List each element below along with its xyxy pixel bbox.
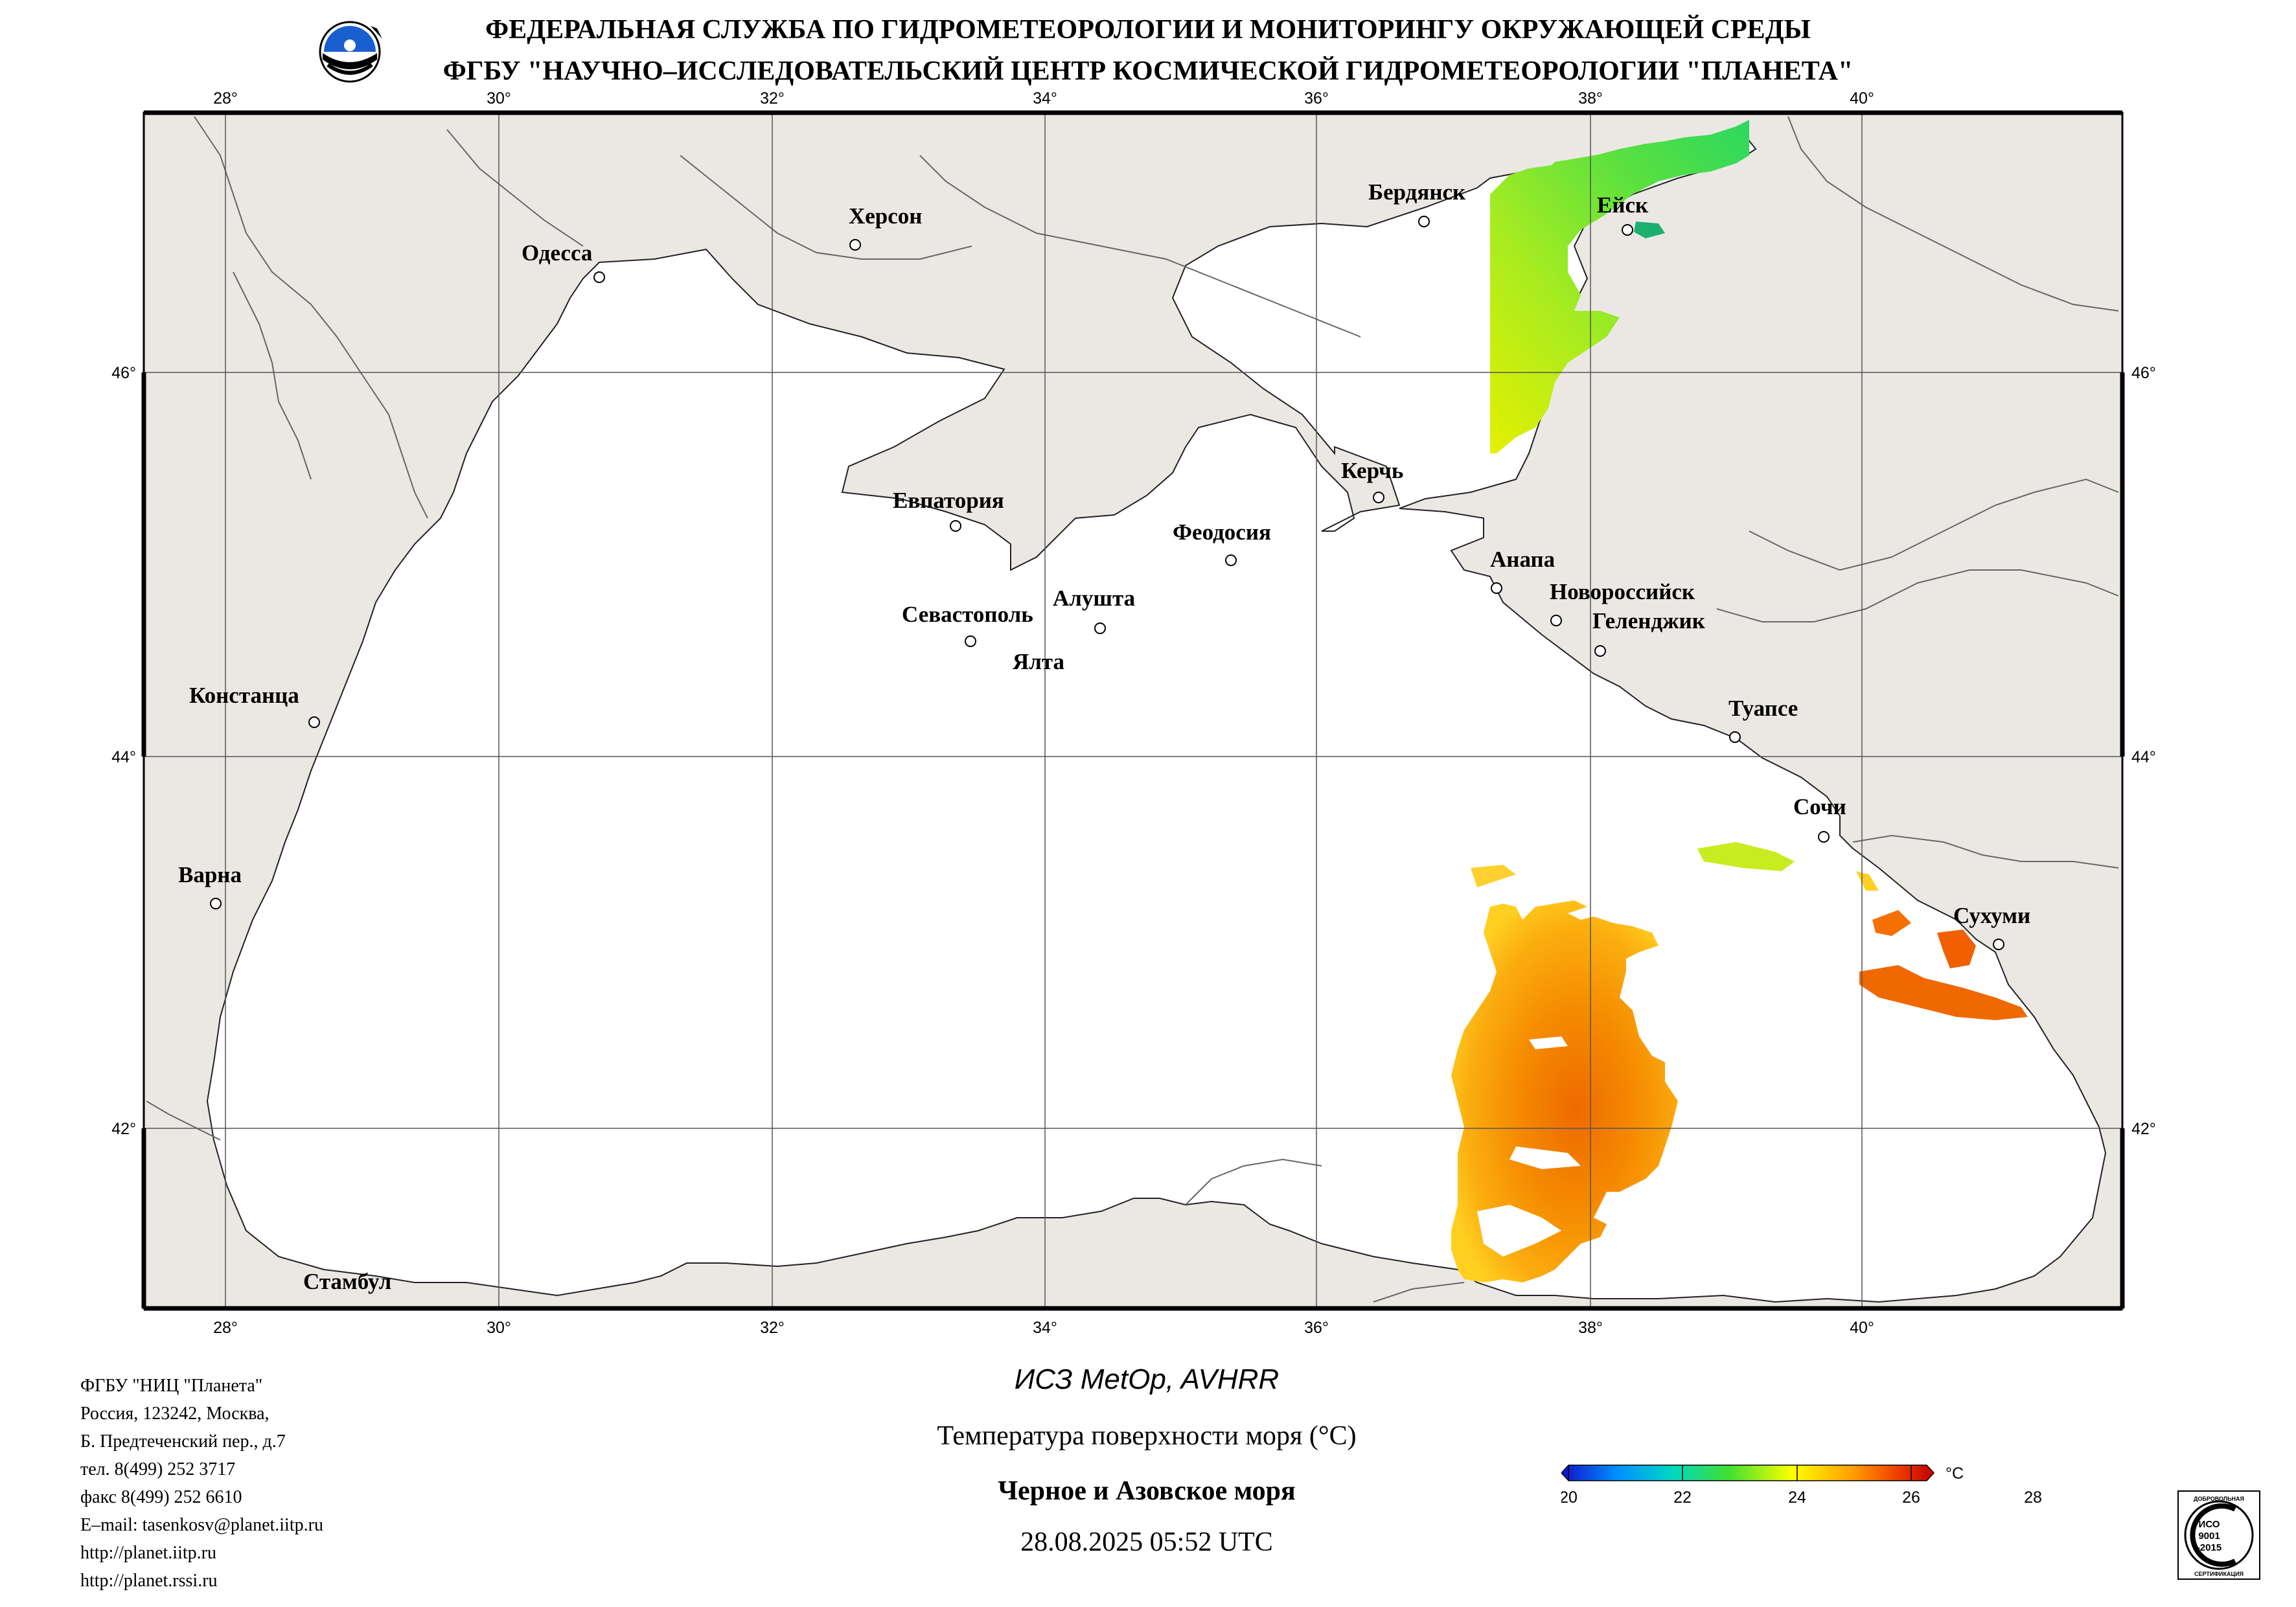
- org-line: факс 8(499) 252 6610: [80, 1487, 242, 1507]
- colorbar-tick: 22: [1673, 1488, 1692, 1507]
- lat-label-right: 44°: [2131, 748, 2156, 766]
- lon-label-bottom: 32°: [760, 1319, 785, 1337]
- colorbar-tick: 26: [1902, 1488, 1920, 1507]
- planeta-logo: [319, 21, 382, 83]
- lon-label-top: 28°: [213, 89, 238, 108]
- city-label-kerch: Керчь: [1341, 458, 1403, 483]
- org-link[interactable]: http://planet.rssi.ru: [80, 1571, 218, 1591]
- city-label-sochi: Сочи: [1793, 794, 1846, 819]
- lat-label-right: 42°: [2131, 1120, 2156, 1138]
- city-label-gelendzhik: Геленджик: [1592, 608, 1706, 633]
- iso-text-1: ИСО: [2199, 1519, 2220, 1530]
- colorbar-tick: 20: [1561, 1488, 1578, 1507]
- sukhumi-sst-patch: [1937, 929, 1976, 968]
- org-line: тел. 8(499) 252 3717: [80, 1459, 236, 1479]
- lon-label-top: 36°: [1304, 89, 1329, 108]
- city-label-varna: Варна: [178, 862, 242, 887]
- iso-text-3: -2015: [2197, 1542, 2221, 1553]
- city-label-novorossiysk: Новороссийск: [1550, 579, 1695, 604]
- cloud-gap: [1529, 1036, 1568, 1049]
- azov-sst-patch: [1634, 222, 1665, 238]
- datetime-label: 28.08.2025 05:52 UTC: [1020, 1527, 1273, 1557]
- lon-label-top: 32°: [760, 89, 785, 108]
- cloud-gap: [1510, 1146, 1581, 1169]
- colorbar-tick-28: 28: [2024, 1488, 2042, 1507]
- org-line: ФГБУ "НИЦ "Планета": [80, 1376, 263, 1396]
- city-label-constanta: Констанца: [189, 683, 299, 708]
- lon-label-bottom: 36°: [1304, 1319, 1329, 1337]
- city-label-sukhumi: Сухуми: [1953, 903, 2030, 928]
- city-label-yalta: Ялта: [1013, 649, 1064, 674]
- lat-label-left: 46°: [111, 364, 136, 382]
- lon-label-top: 30°: [487, 89, 511, 108]
- city-label-odessa: Одесса: [522, 240, 592, 266]
- city-label-istanbul: Стамбул: [303, 1269, 391, 1294]
- org-line: E–mail: tasenkosv@planet.iitp.ru: [80, 1515, 323, 1535]
- lat-label-left: 44°: [111, 748, 136, 766]
- city-label-kherson: Херсон: [849, 203, 922, 229]
- org-line: Б. Предтеченский пер., д.7: [80, 1431, 286, 1452]
- sukhumi-sst-patch: [1872, 910, 1911, 936]
- lat-label-right: 46°: [2131, 364, 2156, 382]
- satellite-label: ИСЗ MetOp, AVHRR: [1014, 1363, 1280, 1395]
- parameter-label: Температура поверхности моря (°C): [937, 1421, 1357, 1451]
- lon-label-bottom: 40°: [1850, 1319, 1874, 1337]
- iso-bottom-text: СЕРТИФИКАЦИЯ: [2194, 1571, 2244, 1577]
- city-label-tuapse: Туапсе: [1728, 696, 1798, 721]
- colorbar-tick: 24: [1788, 1488, 1806, 1507]
- organization-info: ФГБУ "НИЦ "Планета" Россия, 123242, Моск…: [80, 1372, 323, 1595]
- city-label-berdyansk: Бердянск: [1368, 179, 1466, 205]
- city-markers: [210, 216, 2004, 950]
- org-link[interactable]: http://planet.iitp.ru: [80, 1543, 216, 1563]
- colorbar-unit: °C: [1946, 1465, 1964, 1483]
- southeast-sst-data: [1451, 900, 1678, 1282]
- graticule: [144, 113, 2122, 1308]
- header-line-1: ФЕДЕРАЛЬНАЯ СЛУЖБА ПО ГИДРОМЕТЕОРОЛОГИИ …: [485, 15, 1811, 45]
- lon-label-bottom: 34°: [1033, 1319, 1057, 1337]
- iso-text-2: 9001: [2198, 1531, 2220, 1542]
- city-label-feodosia: Феодосия: [1173, 519, 1271, 545]
- org-line: Россия, 123242, Москва,: [80, 1404, 270, 1424]
- lon-label-bottom: 30°: [487, 1319, 511, 1337]
- lon-label-top: 40°: [1850, 89, 1874, 108]
- border-lines: [146, 116, 2119, 1303]
- azov-sst-data: [1490, 120, 1749, 453]
- sst-strip: [1471, 865, 1516, 887]
- lon-label-top: 34°: [1033, 89, 1057, 108]
- lon-label-bottom: 38°: [1578, 1319, 1603, 1337]
- color-scale-legend: 20 22 24 26 28 °C: [1561, 1465, 1964, 1507]
- city-label-yeysk: Ейск: [1597, 192, 1649, 218]
- iso-top-text: ДОБРОВОЛЬНАЯ: [2194, 1496, 2244, 1502]
- city-label-yevpatoria: Евпатория: [893, 488, 1004, 513]
- iso-certification-badge: ДОБРОВОЛЬНАЯ ИСО 9001 -2015 СЕРТИФИКАЦИЯ: [2177, 1490, 2260, 1580]
- region-label: Черное и Азовское моря: [998, 1476, 1296, 1506]
- sochi-sst-patch: [1697, 842, 1795, 871]
- city-label-sevastopol: Севастополь: [902, 602, 1033, 627]
- lat-label-left: 42°: [111, 1120, 136, 1138]
- city-label-alushta: Алушта: [1053, 586, 1135, 611]
- city-label-anapa: Анапа: [1490, 547, 1555, 572]
- cloud-gap: [1477, 1205, 1561, 1257]
- header-line-2: ФГБУ "НАУЧНО–ИССЛЕДОВАТЕЛЬСКИЙ ЦЕНТР КОС…: [442, 56, 1854, 86]
- lon-label-bottom: 28°: [213, 1319, 238, 1337]
- sukhumi-sst-patch: [1859, 965, 2028, 1020]
- colorbar-tick: 28: [2024, 1488, 2042, 1507]
- lon-label-top: 38°: [1578, 89, 1603, 108]
- colorbar-bar: [1561, 1465, 1935, 1481]
